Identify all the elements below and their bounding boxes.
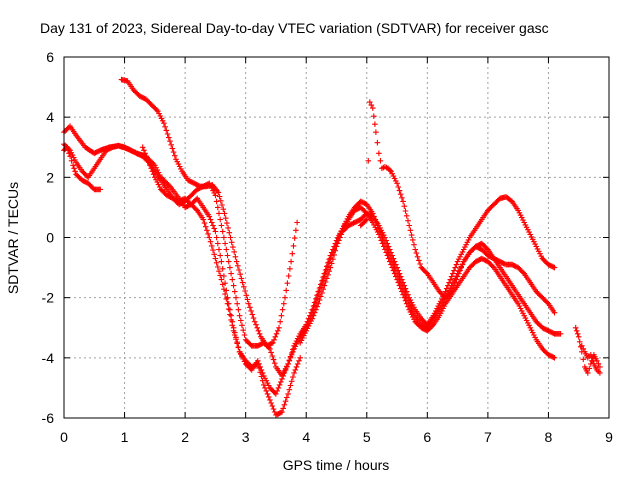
x-tick-labels: 0 1 2 3 4 5 6 7 8 9	[60, 429, 613, 445]
x-tick-label: 7	[484, 429, 492, 445]
data-point-marks	[118, 76, 300, 349]
x-tick-label: 4	[302, 429, 310, 445]
y-tick-label: 0	[46, 230, 54, 246]
data-point-marks	[61, 123, 558, 397]
x-tick-label: 8	[545, 429, 553, 445]
y-tick-label: -2	[42, 290, 55, 306]
data-point-marks	[297, 194, 558, 346]
data-point-marks	[357, 99, 558, 316]
x-tick-label: 0	[60, 429, 68, 445]
series-track-6	[297, 194, 558, 346]
x-tick-label: 1	[121, 429, 129, 445]
x-tick-label: 2	[181, 429, 189, 445]
series-track-9	[579, 343, 603, 376]
data-point-marks	[139, 144, 303, 418]
x-tick-label: 6	[423, 429, 431, 445]
y-tick-label: -4	[42, 350, 55, 366]
y-tick-labels: -6 -4 -2 0 2 4 6	[42, 49, 55, 426]
y-tick-label: 6	[46, 49, 54, 65]
series-track-7	[357, 99, 558, 316]
y-tick-label: 4	[46, 109, 54, 125]
data-point-marks	[579, 343, 603, 376]
x-tick-label: 9	[605, 429, 613, 445]
series-track-5	[139, 144, 303, 418]
series-track-4	[118, 76, 300, 349]
axis-ticks	[63, 56, 610, 419]
x-tick-label: 5	[363, 429, 371, 445]
y-axis-label: SDTVAR / TECUs	[5, 182, 21, 294]
x-tick-label: 3	[242, 429, 250, 445]
x-axis-label: GPS time / hours	[283, 457, 390, 473]
series-track-1	[61, 123, 558, 397]
y-tick-label: 2	[46, 169, 54, 185]
chart-title: Day 131 of 2023, Sidereal Day-to-day VTE…	[40, 20, 549, 36]
y-tick-label: -6	[42, 410, 55, 426]
data-marks	[61, 76, 603, 418]
